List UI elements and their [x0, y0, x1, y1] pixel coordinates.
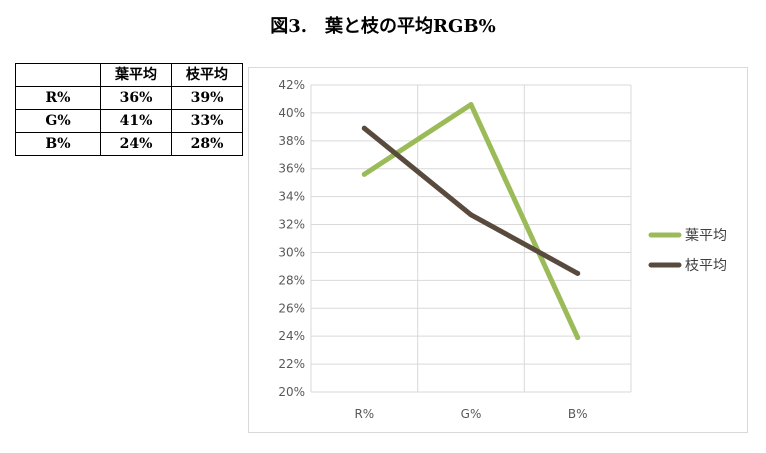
- y-tick-label: 22%: [278, 357, 305, 371]
- y-tick-label: 40%: [278, 106, 305, 120]
- legend-label: 枝平均: [685, 258, 727, 274]
- x-tick-label: R%: [354, 407, 374, 421]
- table-row: R% 36% 39%: [15, 86, 243, 110]
- rgb-data-table: 葉平均 枝平均 R% 36% 39% G% 41% 33% B% 24% 28%: [15, 63, 243, 156]
- y-tick-label: 28%: [278, 273, 305, 287]
- table-cell: 28%: [171, 132, 243, 156]
- data-point: [361, 125, 367, 131]
- table-cell: 39%: [171, 86, 243, 110]
- table-row-label: B%: [15, 132, 101, 156]
- series-line: [361, 102, 581, 341]
- table-header-row: 葉平均 枝平均: [15, 63, 243, 87]
- y-tick-label: 36%: [278, 162, 305, 176]
- figure-title: 図3. 葉と枝の平均RGB%: [270, 16, 496, 37]
- table-cell: 33%: [171, 109, 243, 133]
- data-point: [468, 102, 474, 108]
- data-point: [575, 270, 581, 276]
- table-header-cell: 枝平均: [171, 63, 243, 87]
- table-row: B% 24% 28%: [15, 132, 243, 156]
- line-chart: 20% 22% 24% 26% 28% 30% 32% 34% 36% 38% 40% 42% R% G%…: [278, 78, 727, 421]
- table-corner-cell: [15, 63, 101, 87]
- y-tick-label: 24%: [278, 329, 305, 343]
- y-tick-label: 34%: [278, 190, 305, 204]
- y-tick-label: 32%: [278, 218, 305, 232]
- table-row-label: R%: [15, 86, 101, 110]
- x-tick-label: B%: [568, 407, 588, 421]
- legend-label: 葉平均: [685, 228, 727, 244]
- table-row: G% 41% 33%: [15, 109, 243, 133]
- table-cell: 24%: [100, 132, 172, 156]
- y-tick-label: 26%: [278, 301, 305, 315]
- y-tick-label: 38%: [278, 134, 305, 148]
- chart-area: 20% 22% 24% 26% 28% 30% 32% 34% 36% 38% 40% 42% R% G%…: [248, 67, 748, 433]
- y-tick-label: 42%: [278, 78, 305, 92]
- table-cell: 41%: [100, 109, 172, 133]
- y-tick-label: 30%: [278, 245, 305, 259]
- y-tick-label: 20%: [278, 385, 305, 399]
- x-tick-label: G%: [461, 407, 482, 421]
- table-header-cell: 葉平均: [100, 63, 172, 87]
- data-point: [575, 335, 581, 341]
- series-line: [361, 125, 581, 276]
- table-cell: 36%: [100, 86, 172, 110]
- data-point: [468, 212, 474, 218]
- table-row-label: G%: [15, 109, 101, 133]
- data-point: [361, 171, 367, 177]
